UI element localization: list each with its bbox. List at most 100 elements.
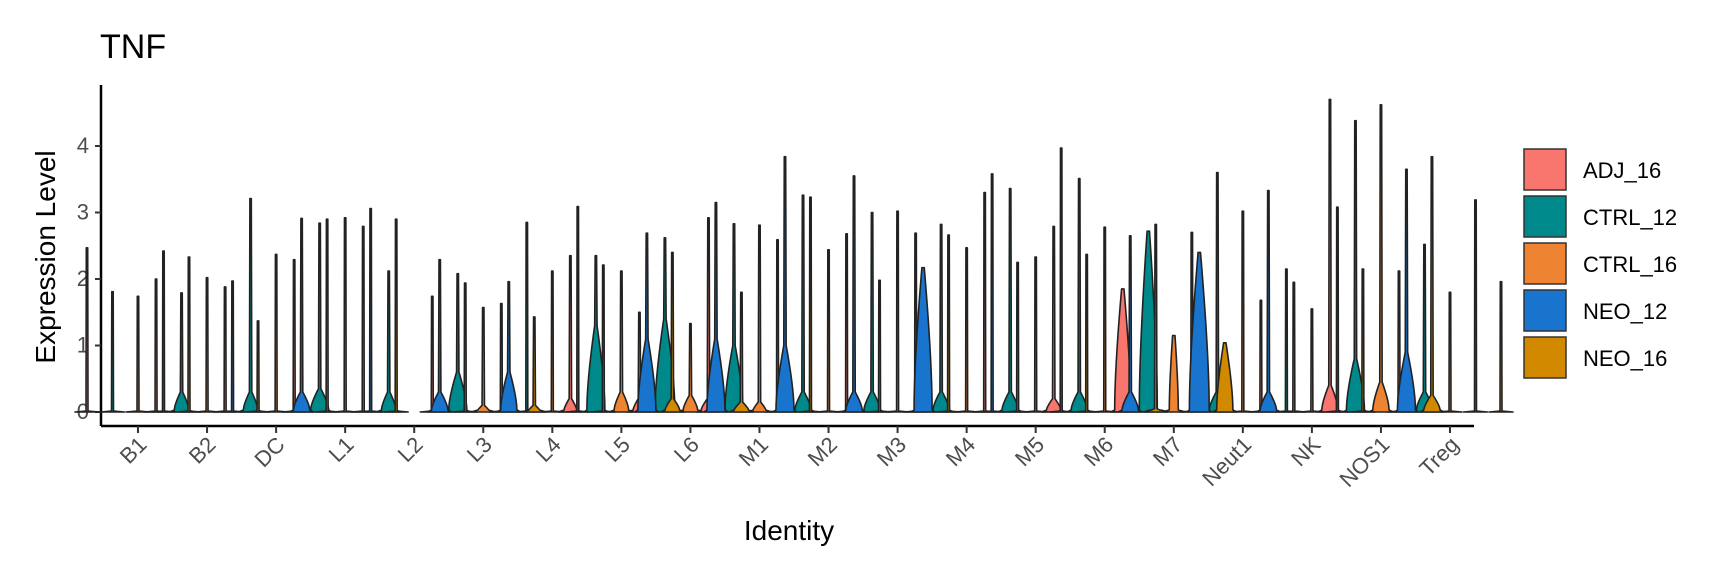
violin bbox=[772, 155, 798, 413]
violin-shape bbox=[979, 173, 1005, 413]
violin-shape bbox=[953, 246, 980, 413]
violin bbox=[1488, 280, 1514, 413]
violin-shape bbox=[125, 295, 151, 413]
violin-shape bbox=[245, 320, 271, 413]
violin-shape bbox=[565, 205, 591, 413]
legend-label: NEO_16 bbox=[1583, 346, 1667, 371]
violin-shape bbox=[935, 234, 962, 413]
violin bbox=[1022, 256, 1049, 413]
x-tick-label: M7 bbox=[1148, 432, 1187, 471]
violin-shape bbox=[288, 217, 315, 413]
violin-shape bbox=[1281, 281, 1307, 413]
violin-shape bbox=[1230, 210, 1256, 413]
violin bbox=[953, 246, 980, 413]
violin bbox=[979, 173, 1005, 413]
x-tick-label: B2 bbox=[184, 432, 221, 469]
violin-shape bbox=[797, 196, 824, 413]
violin bbox=[194, 276, 220, 413]
x-tick-label: NOS1 bbox=[1334, 432, 1394, 492]
violin-shape bbox=[1437, 291, 1463, 413]
legend: ADJ_16 CTRL_12 CTRL_16 NEO_12 NEO_16 bbox=[1523, 148, 1677, 379]
violin bbox=[1048, 147, 1074, 413]
violin bbox=[590, 264, 617, 413]
violin bbox=[539, 270, 566, 413]
violin bbox=[565, 205, 591, 413]
x-tick-label: Neut1 bbox=[1197, 432, 1256, 491]
x-tick-label: L5 bbox=[600, 432, 635, 467]
violin-shape bbox=[383, 218, 409, 413]
violin bbox=[150, 250, 177, 413]
violin bbox=[1142, 223, 1169, 413]
x-tick-label: L6 bbox=[669, 432, 704, 467]
violin-shape bbox=[1160, 334, 1187, 413]
violin bbox=[703, 201, 729, 413]
x-tick-label: L1 bbox=[324, 432, 359, 467]
violin bbox=[866, 279, 893, 413]
violin-shape bbox=[1488, 280, 1514, 413]
violin bbox=[426, 258, 453, 413]
violin-shape bbox=[677, 322, 704, 413]
violin-shape bbox=[263, 253, 289, 413]
violin-shape bbox=[1419, 155, 1445, 413]
violin bbox=[884, 210, 911, 413]
chart-title: TNF bbox=[100, 28, 166, 66]
violin-shape bbox=[150, 250, 177, 413]
violin bbox=[99, 290, 126, 413]
violin bbox=[1281, 281, 1307, 413]
violin-shape bbox=[426, 258, 453, 413]
violin bbox=[634, 232, 660, 413]
violins-layer bbox=[74, 98, 1514, 413]
legend-label: CTRL_12 bbox=[1583, 205, 1677, 230]
violin-shape bbox=[590, 264, 617, 413]
violin-shape bbox=[634, 232, 660, 413]
violin-shape bbox=[1255, 189, 1282, 413]
violin bbox=[935, 234, 962, 413]
x-tick-label: M3 bbox=[872, 432, 911, 471]
violin-shape bbox=[1142, 223, 1169, 413]
violin-shape bbox=[866, 279, 893, 413]
violin bbox=[1004, 261, 1031, 413]
violin bbox=[1160, 334, 1187, 413]
violin bbox=[219, 280, 246, 413]
violin bbox=[1324, 206, 1351, 413]
x-tick-label: DC bbox=[249, 432, 289, 472]
x-tick-label: M4 bbox=[941, 432, 980, 471]
violin-shape bbox=[884, 210, 911, 413]
violin bbox=[452, 282, 479, 413]
violin-shape bbox=[1091, 226, 1118, 413]
violin-shape bbox=[1022, 256, 1049, 413]
violin bbox=[1211, 342, 1238, 413]
violin-shape bbox=[176, 256, 202, 413]
violin bbox=[245, 320, 271, 413]
x-tick-label: NK bbox=[1286, 432, 1326, 472]
y-tick-label: 3 bbox=[77, 200, 89, 225]
x-axis: B1 B2 DC L1 L2 L3 L4 L5 L6 M1 M2 M3 M4 M5 M6 M7 Neut1 NK N… bbox=[101, 424, 1474, 492]
violin-shape bbox=[539, 270, 566, 413]
violin-shape bbox=[521, 316, 548, 413]
violin-shape bbox=[1324, 206, 1351, 413]
violin bbox=[1368, 103, 1394, 413]
violin-shape bbox=[470, 306, 497, 413]
violin bbox=[332, 217, 358, 413]
violin-shape bbox=[357, 207, 384, 413]
violin bbox=[1350, 268, 1376, 413]
violin-shape bbox=[1117, 234, 1144, 413]
violin-shape bbox=[1073, 253, 1100, 413]
x-tick-label: M2 bbox=[803, 432, 842, 471]
violin bbox=[288, 217, 315, 413]
violin-shape bbox=[1004, 261, 1031, 413]
x-tick-label: L4 bbox=[531, 432, 566, 467]
x-tick-label: M5 bbox=[1010, 432, 1049, 471]
violin-shape bbox=[74, 246, 100, 413]
violin-shape bbox=[1462, 199, 1489, 413]
violin bbox=[815, 248, 842, 413]
violin-shape bbox=[728, 291, 755, 413]
violin bbox=[728, 291, 755, 413]
legend-label: CTRL_16 bbox=[1583, 252, 1677, 277]
violin-shape bbox=[194, 276, 220, 413]
legend-label: NEO_12 bbox=[1583, 299, 1667, 324]
x-tick-label: M1 bbox=[734, 432, 773, 471]
y-axis-title: Expression Level bbox=[30, 150, 61, 363]
violin bbox=[125, 295, 151, 413]
